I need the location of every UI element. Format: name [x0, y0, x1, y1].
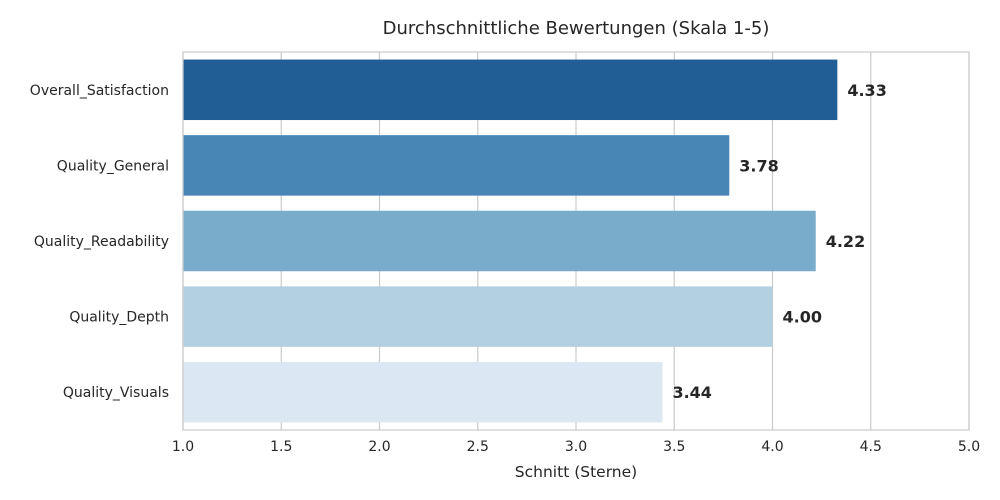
x-tick-label: 1.5: [270, 439, 292, 455]
x-tick-label: 1.0: [172, 439, 194, 455]
plot-frame: [182, 51, 970, 431]
x-tick-label: 4.0: [761, 439, 783, 455]
bar-quality-general: [183, 135, 730, 196]
value-label: 4.00: [783, 308, 822, 327]
bar-quality-visuals: [183, 361, 663, 423]
y-tick-labels: Overall_Satisfaction Quality_General Quali…: [30, 83, 169, 401]
value-labels: 4.33 3.78 4.22 4.00 3.44: [672, 81, 886, 402]
x-axis-label: Schnitt (Sterne): [515, 463, 637, 481]
x-tick-label: 3.5: [663, 439, 685, 455]
x-tick-label: 4.5: [860, 439, 882, 455]
y-tick-label: Quality_General: [57, 158, 169, 174]
value-label: 3.44: [672, 383, 711, 402]
value-label: 4.22: [826, 232, 865, 251]
bar-quality-readability: [183, 210, 816, 272]
x-tick-labels: 1.0 1.5 2.0 2.5 3.0 3.5 4.0 4.5 5.0: [172, 439, 980, 455]
x-tick-label: 3.0: [565, 439, 587, 455]
chart-title: Durchschnittliche Bewertungen (Skala 1-5…: [383, 18, 770, 39]
bars: [183, 59, 838, 423]
x-tick-label: 5.0: [958, 439, 980, 455]
y-tick-label: Overall_Satisfaction: [30, 83, 169, 99]
value-label: 3.78: [739, 156, 778, 175]
bar-quality-depth: [183, 286, 773, 347]
y-tick-label: Quality_Depth: [69, 310, 169, 326]
x-tick-label: 2.0: [368, 439, 390, 455]
value-label: 4.33: [847, 81, 886, 100]
y-tick-label: Quality_Visuals: [63, 385, 169, 401]
y-tick-label: Quality_Readability: [34, 234, 169, 250]
x-tick-label: 2.5: [467, 439, 489, 455]
bar-overall-satisfaction: [183, 59, 838, 121]
